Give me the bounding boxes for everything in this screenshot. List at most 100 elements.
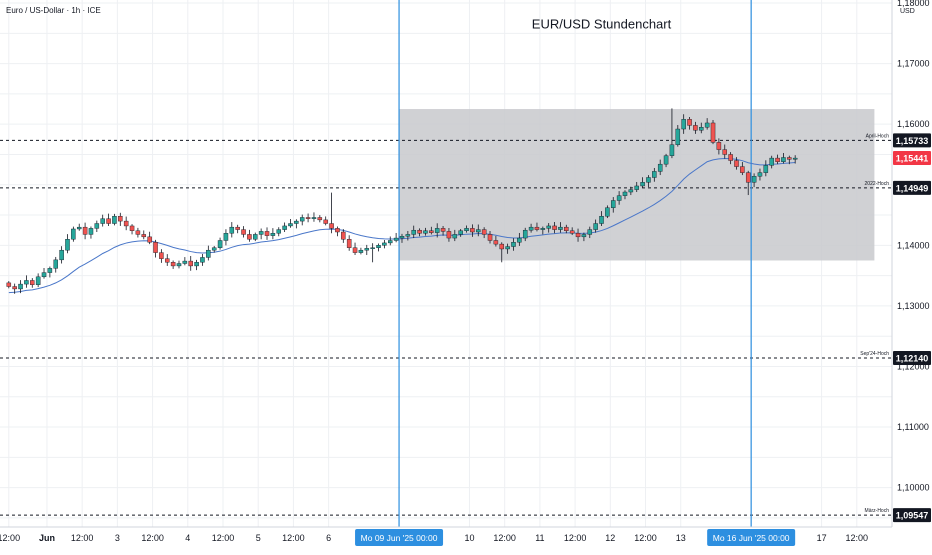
candle[interactable] <box>341 229 346 243</box>
candle[interactable] <box>12 283 17 294</box>
candle[interactable] <box>540 226 546 235</box>
candle[interactable] <box>206 245 211 261</box>
candle[interactable] <box>53 256 59 273</box>
candle[interactable] <box>722 144 728 159</box>
price-tag[interactable]: 1,09547 <box>893 508 931 523</box>
candle[interactable] <box>170 260 176 269</box>
candle[interactable] <box>123 216 129 231</box>
candle[interactable] <box>423 227 428 236</box>
candle[interactable] <box>704 118 710 130</box>
candle[interactable] <box>517 232 522 246</box>
candle[interactable] <box>141 230 147 240</box>
candle[interactable] <box>282 222 287 233</box>
candle[interactable] <box>581 232 587 242</box>
candle[interactable] <box>253 232 258 242</box>
candle[interactable] <box>681 114 686 134</box>
candle[interactable] <box>710 120 716 145</box>
candle[interactable] <box>47 266 53 278</box>
candle[interactable] <box>94 220 100 233</box>
candle[interactable] <box>112 213 117 226</box>
candle[interactable] <box>534 222 540 232</box>
candle[interactable] <box>610 197 616 213</box>
candle[interactable] <box>59 246 64 264</box>
candle[interactable] <box>106 213 111 226</box>
candle[interactable] <box>153 239 158 258</box>
date-marker-tag[interactable]: Mo 09 Jun '25 00:00 <box>355 529 444 546</box>
candle[interactable] <box>100 214 105 227</box>
candle[interactable] <box>30 278 35 288</box>
candle[interactable] <box>687 116 692 130</box>
candle[interactable] <box>616 191 622 205</box>
candle[interactable] <box>751 173 757 188</box>
candle[interactable] <box>305 213 311 223</box>
candle[interactable] <box>147 231 152 245</box>
candle[interactable] <box>716 138 722 155</box>
candle[interactable] <box>522 227 528 242</box>
candle[interactable] <box>481 227 487 239</box>
candle[interactable] <box>476 224 481 237</box>
candle[interactable] <box>364 244 370 256</box>
candle[interactable] <box>693 121 698 134</box>
candle[interactable] <box>646 175 651 188</box>
candle[interactable] <box>317 215 323 223</box>
date-marker-tag[interactable]: Mo 16 Jun '25 00:00 <box>707 529 796 546</box>
candle[interactable] <box>6 281 12 289</box>
candle[interactable] <box>358 247 364 255</box>
candle[interactable] <box>511 238 516 251</box>
candle[interactable] <box>458 228 463 237</box>
candle[interactable] <box>311 212 317 222</box>
candle[interactable] <box>18 280 23 294</box>
candle[interactable] <box>699 122 704 134</box>
candle[interactable] <box>440 226 446 236</box>
candle[interactable] <box>387 236 393 246</box>
candle[interactable] <box>376 243 381 252</box>
candle[interactable] <box>41 268 47 279</box>
last-price-tag[interactable]: 1,15441 <box>893 151 931 166</box>
candle[interactable] <box>417 228 422 237</box>
candle[interactable] <box>264 227 270 240</box>
candle[interactable] <box>329 192 334 234</box>
candle[interactable] <box>745 170 751 196</box>
candle[interactable] <box>593 219 598 233</box>
candle[interactable] <box>740 162 745 176</box>
candle[interactable] <box>217 237 223 250</box>
candle[interactable] <box>769 155 774 169</box>
candle[interactable] <box>757 168 763 181</box>
candle[interactable] <box>728 152 733 165</box>
candle[interactable] <box>493 235 499 247</box>
candle[interactable] <box>558 222 563 233</box>
candle[interactable] <box>622 190 628 200</box>
candle[interactable] <box>787 155 792 165</box>
candle[interactable] <box>669 108 675 159</box>
candle[interactable] <box>775 154 780 165</box>
candle[interactable] <box>159 249 164 263</box>
candle[interactable] <box>135 227 141 238</box>
candle[interactable] <box>429 226 434 235</box>
candle[interactable] <box>792 155 798 164</box>
candle[interactable] <box>129 224 135 235</box>
candle[interactable] <box>71 226 76 242</box>
candle[interactable] <box>323 216 328 226</box>
candle[interactable] <box>452 229 458 242</box>
candle[interactable] <box>200 253 205 266</box>
candle[interactable] <box>599 211 604 226</box>
candle[interactable] <box>605 205 610 219</box>
candle[interactable] <box>446 227 452 242</box>
candle[interactable] <box>346 235 352 251</box>
candle[interactable] <box>640 177 645 188</box>
candle[interactable] <box>211 245 217 253</box>
candle[interactable] <box>76 223 82 231</box>
candle[interactable] <box>247 229 252 242</box>
candle[interactable] <box>65 234 70 254</box>
price-tag[interactable]: 1,12140 <box>893 350 931 365</box>
candle[interactable] <box>487 230 493 244</box>
candle[interactable] <box>118 212 123 226</box>
candle[interactable] <box>294 219 299 229</box>
candle[interactable] <box>499 242 505 263</box>
candle[interactable] <box>35 273 41 288</box>
candle[interactable] <box>88 226 94 239</box>
candle[interactable] <box>82 222 88 240</box>
candle[interactable] <box>229 222 235 238</box>
